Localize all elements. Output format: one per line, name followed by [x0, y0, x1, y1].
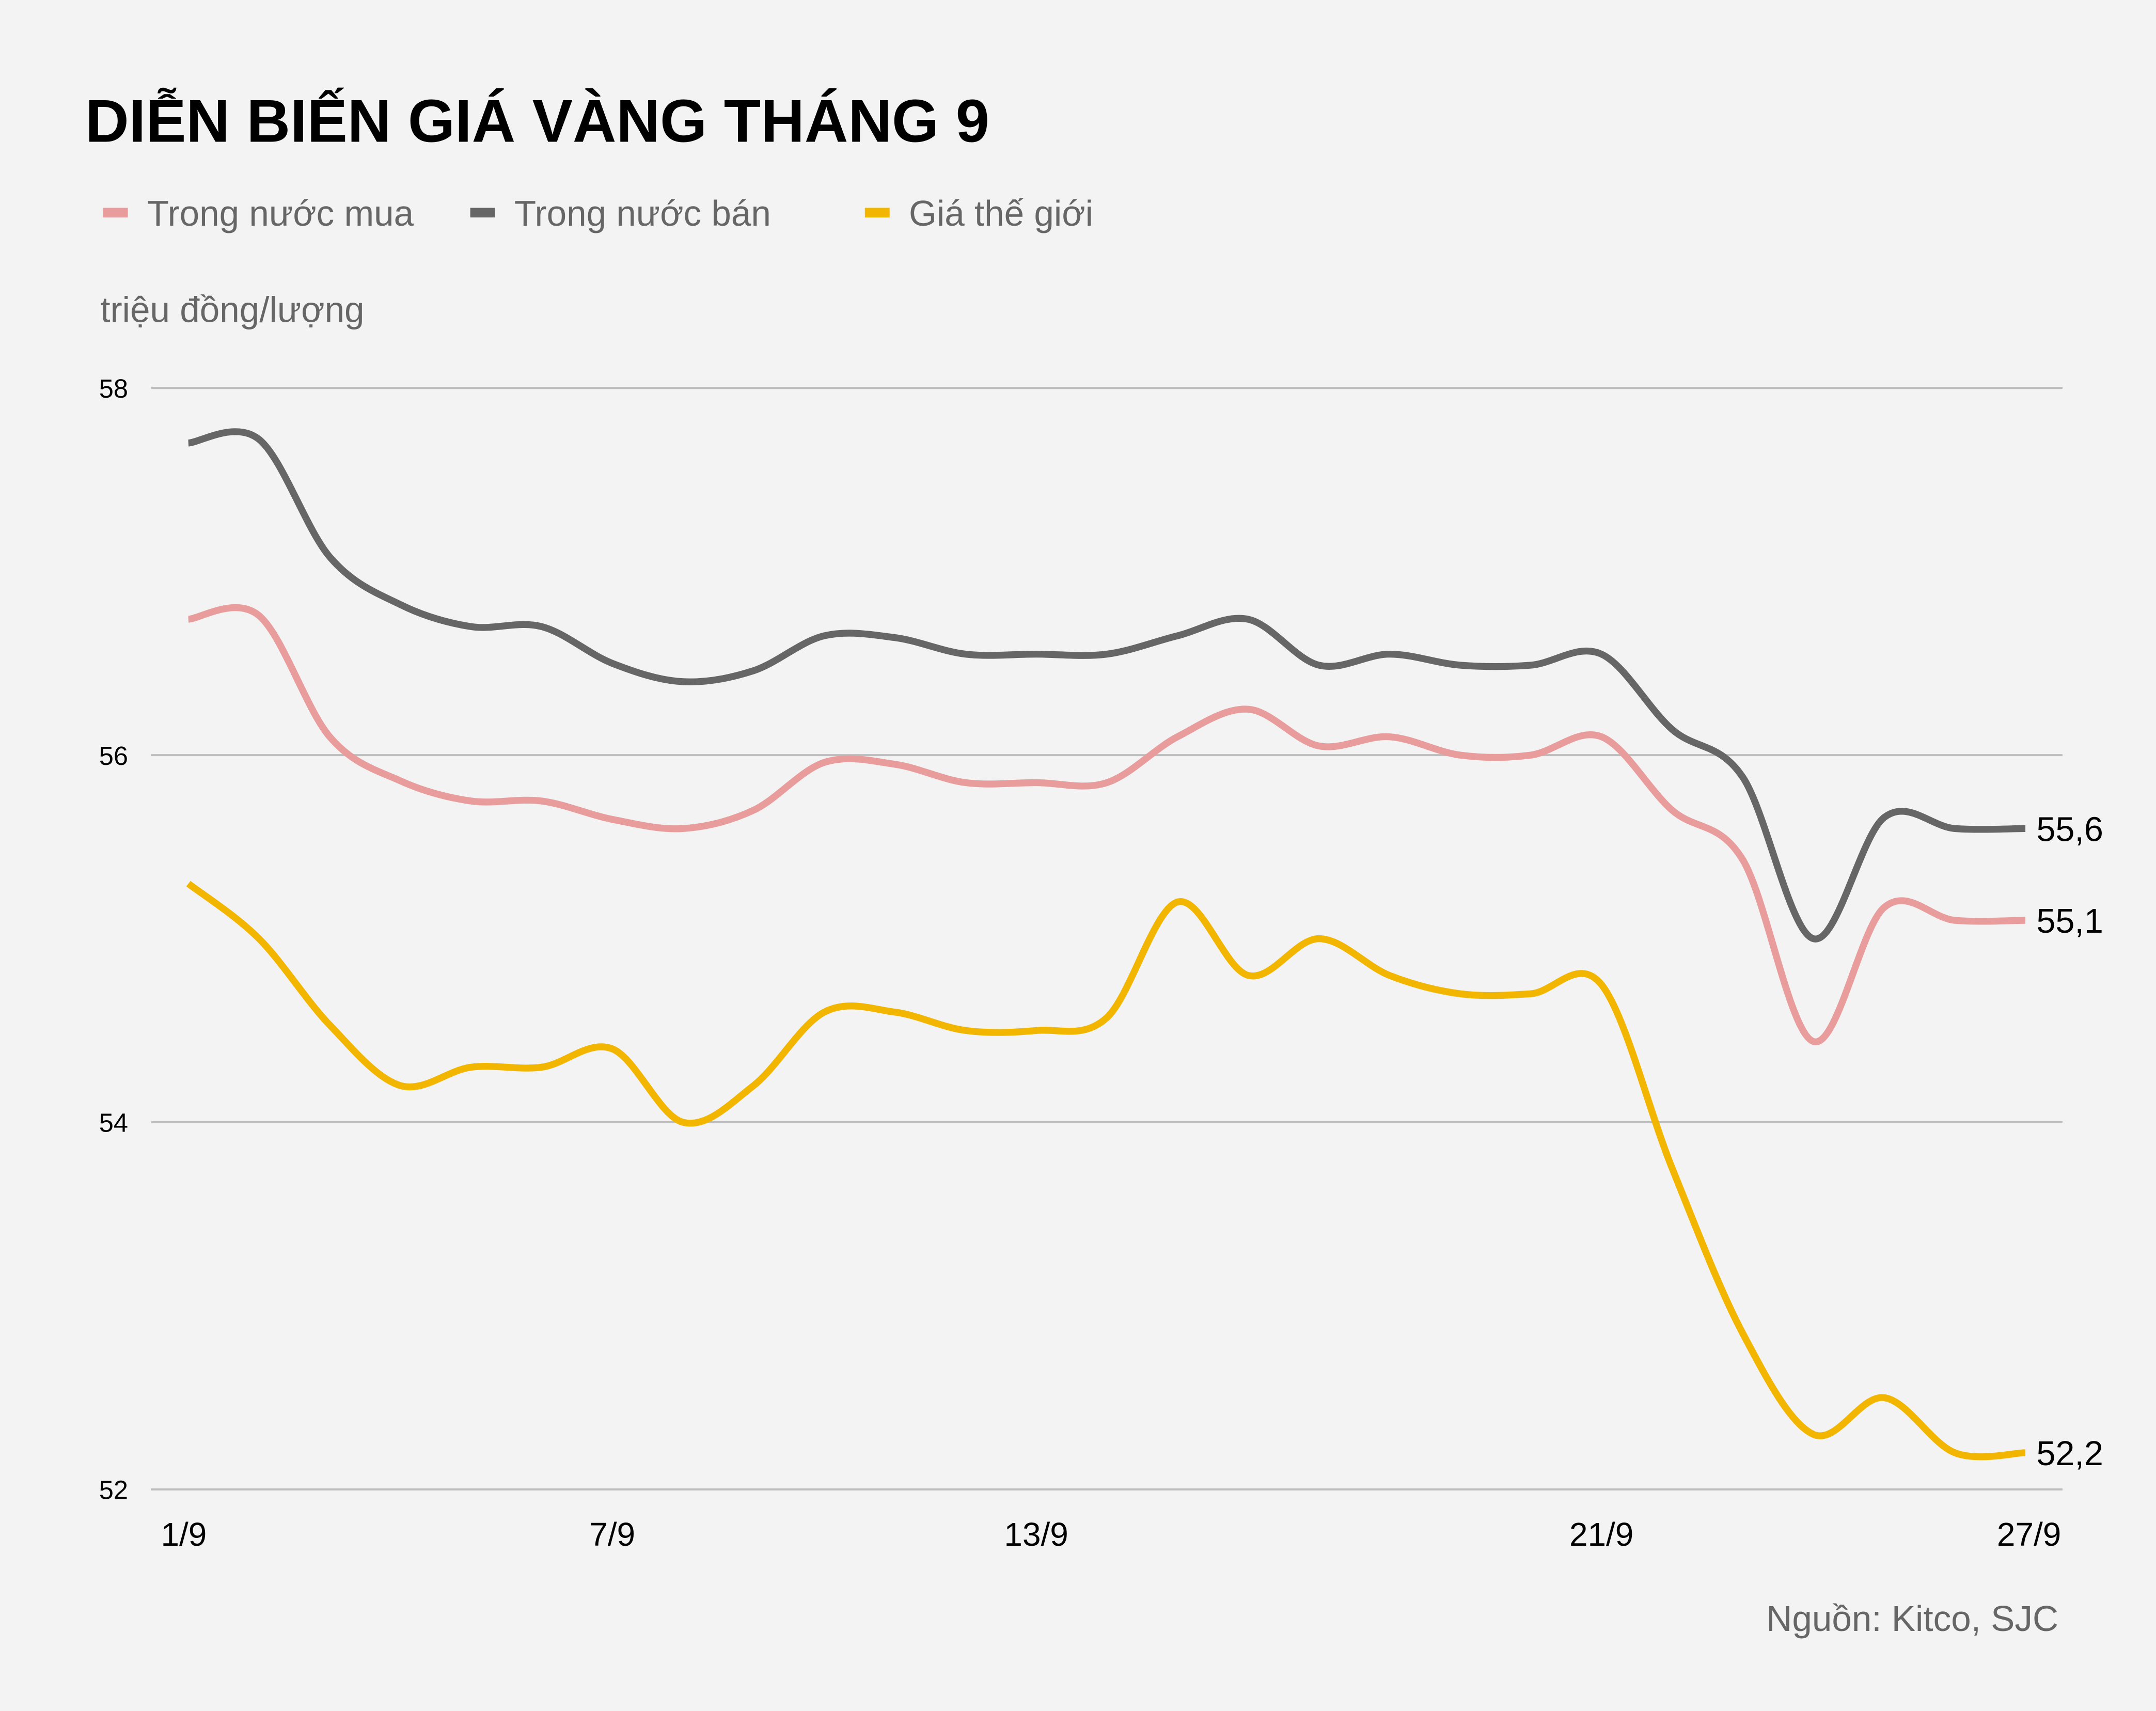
series-line	[186, 881, 2026, 1461]
y-tick-label: 58	[99, 374, 128, 403]
end-value-label: 55,6	[2036, 810, 2103, 849]
legend-label: Trong nước bán	[514, 193, 771, 233]
x-tick-label: 21/9	[1569, 1516, 1633, 1553]
y-tick-label: 54	[99, 1108, 128, 1138]
series-line	[187, 428, 2026, 943]
y-axis-unit-label: triệu đồng/lượng	[100, 289, 364, 329]
end-value-label: 52,2	[2036, 1435, 2103, 1473]
x-tick-label: 27/9	[1997, 1516, 2061, 1553]
y-tick-label: 56	[99, 741, 128, 771]
series-lines: 55,1 55,6 52,2	[186, 428, 2103, 1473]
legend-swatch	[470, 208, 495, 218]
x-axis: 1/9 7/9 13/9 21/9 27/9	[161, 1516, 2061, 1553]
x-tick-label: 13/9	[1004, 1516, 1068, 1553]
legend-swatch	[103, 208, 128, 218]
end-value-label: 55,1	[2036, 902, 2103, 940]
legend-label: Trong nước mua	[147, 193, 414, 233]
legend-swatch	[864, 208, 890, 218]
y-tick-label: 52	[99, 1475, 128, 1505]
grid: 58 56 54 52	[99, 374, 2063, 1505]
legend: Trong nước mua Trong nước bán Giá thế giới	[103, 193, 1093, 233]
x-tick-label: 7/9	[589, 1516, 635, 1553]
x-tick-label: 1/9	[161, 1516, 207, 1553]
series-line	[187, 604, 2026, 1045]
chart-title: DIỄN BIẾN GIÁ VÀNG THÁNG 9	[85, 87, 989, 155]
source-note: Nguồn: Kitco, SJC	[1766, 1598, 2058, 1639]
legend-label: Giá thế giới	[909, 193, 1093, 233]
